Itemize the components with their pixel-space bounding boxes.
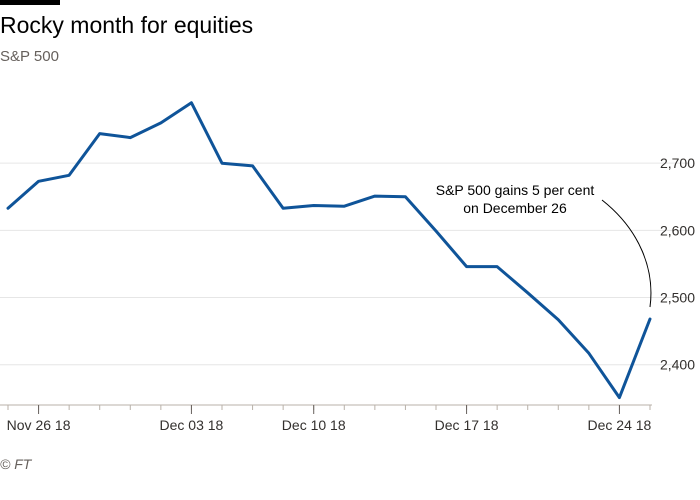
brand-bar: [0, 0, 60, 5]
annotation-text: S&P 500 gains 5 per cent: [436, 182, 595, 198]
x-tick-label: Dec 17 18: [435, 417, 499, 433]
annotation-connector: [601, 199, 652, 308]
x-tick-label: Dec 24 18: [588, 417, 652, 433]
chart-title: Rocky month for equities: [0, 12, 254, 38]
x-tick-label: Nov 26 18: [7, 417, 71, 433]
y-tick-label: 2,600: [660, 222, 695, 238]
source-note: © FT: [0, 456, 32, 472]
x-tick-label: Dec 03 18: [160, 417, 224, 433]
chart-subtitle: S&P 500: [0, 48, 59, 65]
y-tick-label: 2,500: [660, 290, 695, 306]
series-line: [6, 101, 652, 400]
annotation-text: on December 26: [463, 200, 567, 216]
x-tick-label: Dec 10 18: [282, 417, 346, 433]
y-tick-label: 2,700: [660, 155, 695, 171]
y-tick-label: 2,400: [660, 357, 695, 373]
